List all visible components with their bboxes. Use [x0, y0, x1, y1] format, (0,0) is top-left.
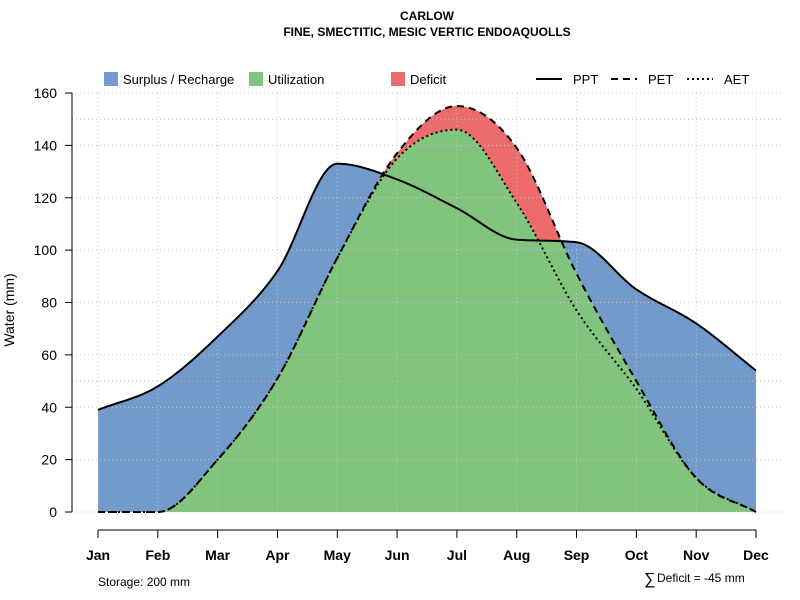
legend-swatch-1 [249, 72, 263, 86]
y-tick-label: 160 [34, 85, 58, 101]
x-tick-label-jul: Jul [447, 547, 467, 563]
x-tick-label-jan: Jan [86, 547, 110, 563]
x-tick-label-dec: Dec [743, 547, 769, 563]
y-tick-label: 140 [34, 137, 58, 153]
axes: 0 20 40 60 80 100 120 140 160 Jan Feb Mar Apr May Jun J… [34, 85, 769, 563]
legend-swatch-0 [104, 72, 118, 86]
y-tick-label: 20 [41, 452, 57, 468]
legend-label: Utilization [268, 72, 324, 87]
x-tick-label-may: May [324, 547, 351, 563]
chart-subtitle: FINE, SMECTITIC, MESIC VERTIC ENDOAQUOLL… [283, 25, 570, 39]
y-axis-label: Water (mm) [1, 273, 17, 346]
y-tick-label: 80 [41, 295, 57, 311]
x-tick-label-nov: Nov [683, 547, 710, 563]
deficit-label: Deficit = -45 mm [657, 571, 745, 585]
x-tick-label-sep: Sep [564, 547, 590, 563]
y-tick-label: 120 [34, 190, 58, 206]
legend-label: Surplus / Recharge [123, 72, 234, 87]
y-tick-label: 0 [49, 504, 57, 520]
x-tick-label-jun: Jun [385, 547, 410, 563]
y-tick-label: 100 [34, 242, 58, 258]
legend: Surplus / Recharge Utilization Deficit PPT P… [104, 72, 749, 87]
series-line-ppt [97, 162, 757, 411]
storage-label: Storage: 200 mm [98, 575, 190, 589]
x-tick-label-apr: Apr [265, 547, 290, 563]
utilization-area [98, 129, 756, 512]
line-layer [97, 105, 757, 513]
x-tick-label-feb: Feb [145, 547, 170, 563]
legend-label: Deficit [410, 72, 447, 87]
grid [72, 92, 784, 513]
chart-title: CARLOW [400, 9, 455, 23]
x-tick-label-aug: Aug [503, 547, 530, 563]
y-tick-label: 60 [41, 347, 57, 363]
y-tick-label: 40 [41, 399, 57, 415]
legend-label: PPT [573, 72, 598, 87]
legend-label: AET [724, 72, 749, 87]
area-layer [98, 106, 756, 512]
sigma-symbol: ∑ [644, 571, 655, 588]
x-tick-label-oct: Oct [625, 547, 649, 563]
legend-label: PET [648, 72, 673, 87]
legend-swatch-2 [391, 72, 405, 86]
x-tick-label-mar: Mar [205, 547, 230, 563]
series-line-aet [98, 128, 757, 513]
